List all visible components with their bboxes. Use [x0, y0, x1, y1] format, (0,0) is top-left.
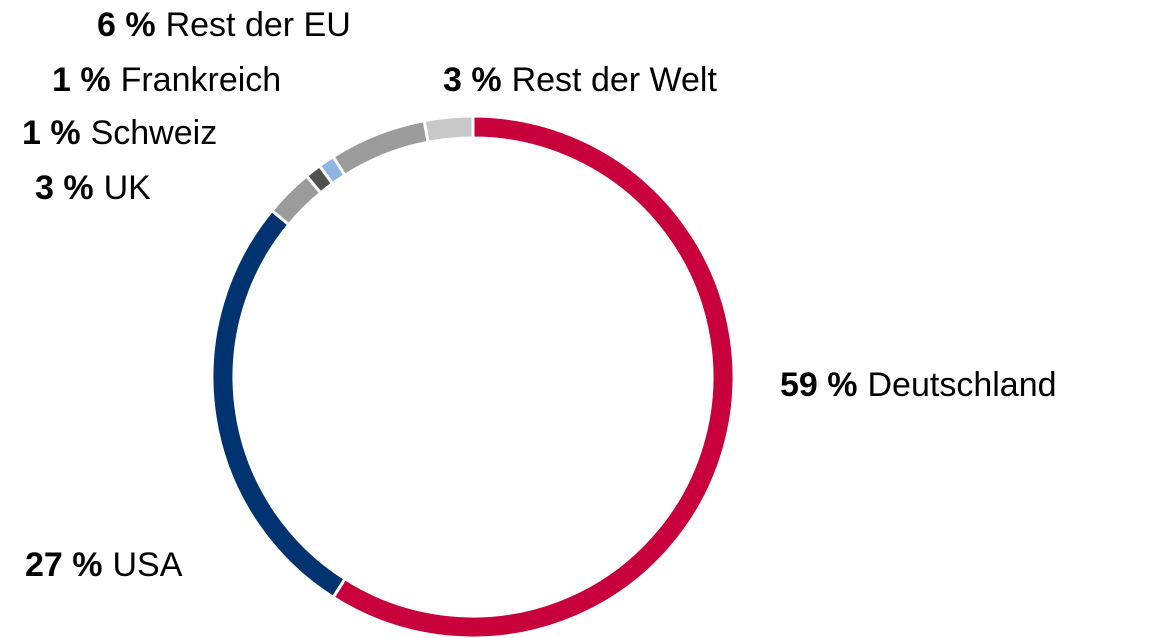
value-label: 3 % [35, 169, 94, 207]
category-label: Schweiz [91, 114, 218, 152]
value-label: 1 % [52, 61, 111, 99]
category-label: USA [113, 546, 183, 584]
value-label: 27 % [25, 546, 103, 584]
value-label: 1 % [22, 114, 81, 152]
value-label: 3 % [443, 61, 502, 99]
segment-label: 1 % Frankreich [52, 61, 281, 99]
category-label: UK [104, 169, 152, 207]
segment-label: 6 % Rest der EU [97, 6, 351, 44]
segment-label: 3 % Rest der Welt [443, 61, 717, 99]
value-label: 6 % [97, 6, 156, 44]
donut-segment [422, 114, 475, 144]
category-label: Rest der Welt [512, 61, 718, 99]
segment-label: 27 % USA [25, 546, 183, 584]
donut-segment [331, 118, 430, 178]
category-label: Rest der EU [166, 6, 351, 44]
donut-segment [210, 208, 348, 600]
segment-label: 3 % UK [35, 169, 151, 207]
category-label: Deutschland [868, 366, 1057, 404]
donut-segment [331, 114, 736, 638]
category-label: Frankreich [121, 61, 282, 99]
segment-label: 59 % Deutschland [780, 366, 1057, 404]
segment-label: 1 % Schweiz [22, 114, 217, 152]
value-label: 59 % [780, 366, 858, 404]
